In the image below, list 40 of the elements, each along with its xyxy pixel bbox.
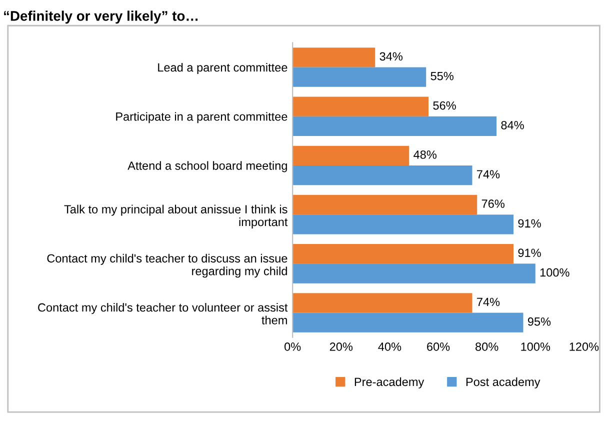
- data-label: 48%: [414, 150, 436, 159]
- data-label: 74%: [477, 298, 500, 306]
- data-label: 34%: [380, 52, 402, 61]
- data-label: 91%: [518, 248, 541, 258]
- legend-label: Pre-academy: [354, 377, 424, 388]
- x-tick-label: 80%: [476, 342, 498, 351]
- bar: [292, 194, 478, 215]
- data-label: 91%: [518, 219, 541, 228]
- bar: [292, 244, 514, 264]
- data-label: 84%: [501, 120, 524, 130]
- data-label: 100%: [540, 268, 570, 277]
- legend-label: Post academy: [466, 377, 540, 388]
- bar: [292, 293, 472, 313]
- bar: [292, 312, 524, 332]
- data-label: 74%: [477, 170, 500, 178]
- y-tick-label: Lead a parent committee: [158, 62, 288, 74]
- bar: [292, 165, 472, 186]
- x-tick-label: 40%: [378, 342, 402, 351]
- x-tick-label: 0%: [284, 342, 301, 351]
- bar: [292, 96, 429, 116]
- data-label: 95%: [528, 317, 551, 326]
- bar: [292, 67, 426, 87]
- bar: [292, 264, 536, 284]
- data-label: 76%: [482, 200, 504, 208]
- y-tick-label: Contact my child's teacher to volunteer or assist them: [38, 302, 288, 324]
- text: “Definitely or very likely” to…: [4, 10, 198, 24]
- y-tick-label: Talk to my principal about anissue I think is important: [64, 204, 288, 229]
- x-tick-label: 120%: [570, 342, 599, 351]
- y-tick-label: Contact my child's teacher to discuss an issue regarding my child: [47, 254, 288, 278]
- y-tick-label: Attend a school board meeting: [128, 161, 287, 172]
- x-tick-label: 60%: [427, 342, 450, 351]
- bar: [292, 146, 410, 166]
- data-label: 56%: [433, 101, 456, 110]
- bar: [292, 48, 376, 68]
- x-tick-label: 20%: [330, 342, 353, 351]
- y-tick-label: Participate in a parent committee: [116, 112, 288, 124]
- x-tick-label: 100%: [521, 342, 550, 351]
- bar: [292, 214, 514, 234]
- data-label: 55%: [430, 72, 454, 80]
- bar: [292, 116, 497, 136]
